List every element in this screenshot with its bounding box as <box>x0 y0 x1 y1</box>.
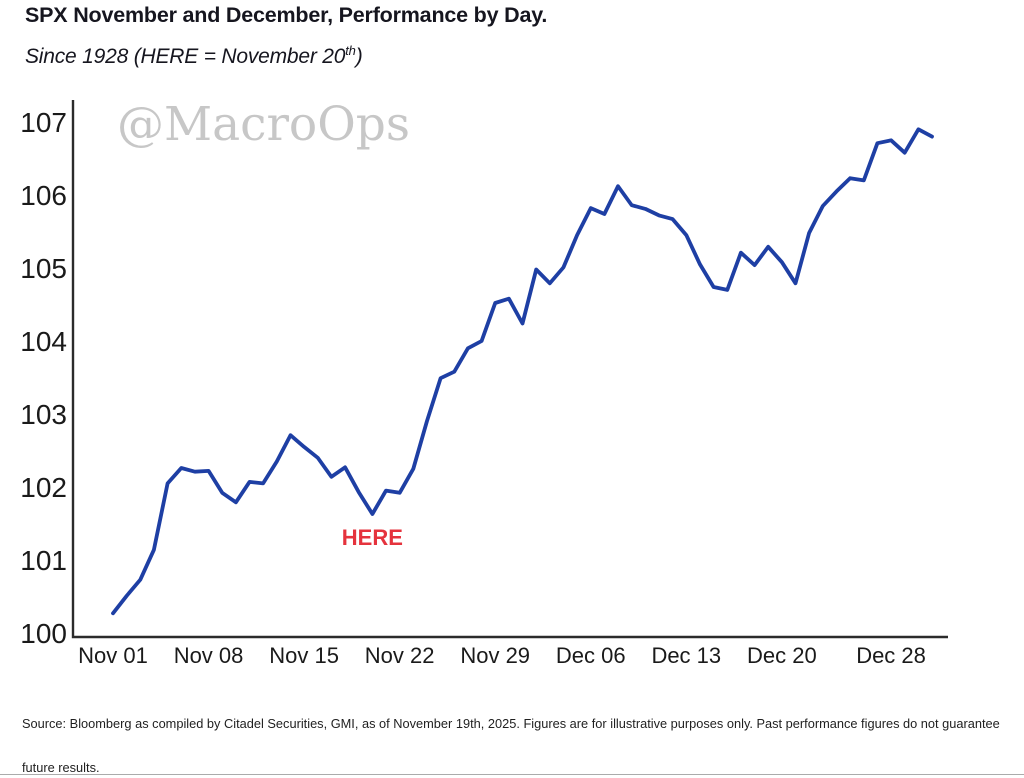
y-tick-label: 104 <box>20 326 67 357</box>
here-annotation: HERE <box>342 525 403 550</box>
subtitle-superscript: th <box>345 43 356 58</box>
y-tick-label: 105 <box>20 253 67 284</box>
x-tick-label: Dec 06 <box>556 643 626 668</box>
x-tick-label: Nov 22 <box>365 643 435 668</box>
x-tick-label: Dec 28 <box>856 643 926 668</box>
page-title: SPX November and December, Performance b… <box>25 3 548 27</box>
y-tick-label: 102 <box>20 472 67 503</box>
chart-subtitle: Since 1928 (HERE = November 20th) <box>25 43 363 69</box>
axis-spines <box>71 100 948 639</box>
x-tick-label: Nov 08 <box>174 643 244 668</box>
x-tick-label: Nov 01 <box>78 643 148 668</box>
source-note-line2: future results. <box>22 760 100 775</box>
x-tick-label: Dec 20 <box>747 643 817 668</box>
x-tick-label: Nov 29 <box>460 643 530 668</box>
subtitle-prefix: Since 1928 (HERE = November 20 <box>25 45 346 68</box>
y-tick-label: 107 <box>20 107 67 138</box>
subtitle-suffix: ) <box>355 45 363 68</box>
chart-svg: @MacroOps 100 101 102 103 104 105 106 107 Nov 01 N… <box>20 97 948 668</box>
y-tick-label: 101 <box>20 545 67 576</box>
x-tick-label: Dec 13 <box>651 643 721 668</box>
source-note-line1: Source: Bloomberg as compiled by Citadel… <box>22 716 1000 731</box>
y-tick-label: 100 <box>20 618 67 649</box>
y-tick-label: 103 <box>20 399 67 430</box>
spx-performance-line <box>111 127 934 616</box>
bottom-divider <box>0 774 1024 775</box>
y-tick-label: 106 <box>20 180 67 211</box>
x-tick-label: Nov 15 <box>269 643 339 668</box>
watermark-text: @MacroOps <box>117 97 410 152</box>
